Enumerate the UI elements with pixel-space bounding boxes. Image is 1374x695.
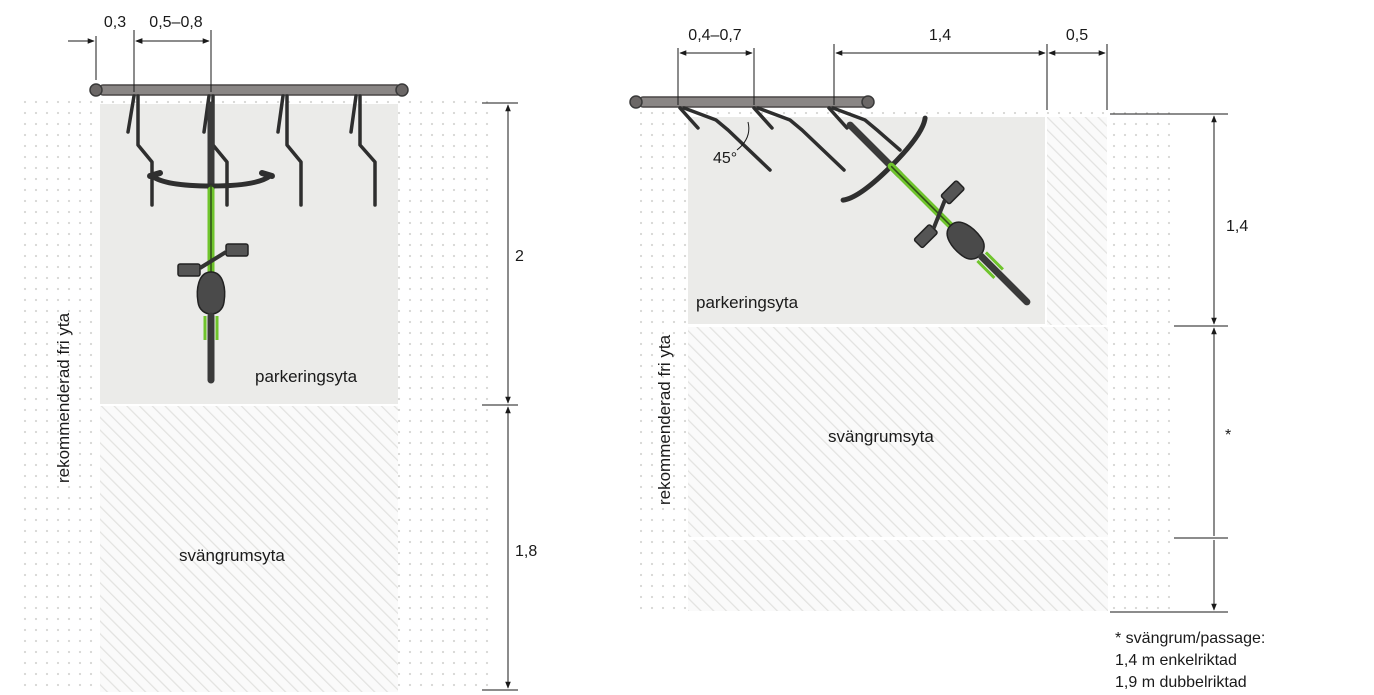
right-parking-area <box>688 117 1045 324</box>
right-hatch-strip <box>1047 117 1107 325</box>
footnote-line-1: * svängrum/passage: <box>1115 630 1265 647</box>
left-parking-label: parkeringsyta <box>255 367 358 386</box>
left-free-area-label: rekommenderad fri yta <box>54 312 73 483</box>
right-parking-depth: 1,4 <box>1226 218 1248 235</box>
left-diagram: 0,3 0,5–0,8 2 1,8 parkeringsyta svängrum… <box>22 14 537 692</box>
left-turning-label: svängrumsyta <box>179 546 285 565</box>
left-offset-dimension: 0,3 <box>104 14 126 31</box>
right-turning-marker: * <box>1225 427 1231 444</box>
right-free-area-label: rekommenderad fri yta <box>655 334 674 505</box>
right-passage-area <box>688 540 1108 611</box>
left-spacing-dimension: 0,5–0,8 <box>149 14 202 31</box>
footnote-line-3: 1,9 m dubbelriktad <box>1115 674 1247 691</box>
left-turning-area <box>100 406 398 692</box>
right-top-dimensions <box>677 44 1108 110</box>
footnote-line-2: 1,4 m enkelriktad <box>1115 652 1237 669</box>
right-turning-label: svängrumsyta <box>828 427 934 446</box>
right-offset-dimension: 0,5 <box>1066 27 1088 44</box>
right-turning-area <box>688 327 1108 537</box>
left-top-dimensions <box>68 30 212 92</box>
right-along-rail-dimension: 1,4 <box>929 27 951 44</box>
right-angle-label: 45° <box>713 150 737 167</box>
left-parking-area <box>100 104 398 404</box>
right-parking-label: parkeringsyta <box>696 293 799 312</box>
right-bicycle-icon <box>840 115 1031 306</box>
left-turning-depth: 1,8 <box>515 543 537 560</box>
left-bicycle-icon <box>147 101 275 384</box>
right-spacing-dimension: 0,4–0,7 <box>688 27 741 44</box>
left-parking-depth: 2 <box>515 248 524 265</box>
left-depth-dimensions <box>482 102 518 691</box>
right-depth-dimensions <box>1110 113 1228 613</box>
footnote: * svängrum/passage: 1,4 m enkelriktad 1,… <box>1115 630 1265 691</box>
right-angle-arc <box>736 121 750 151</box>
right-diagram: 45° 0,4–0,7 1,4 0,5 1,4 * parkeringsyt <box>629 27 1248 613</box>
